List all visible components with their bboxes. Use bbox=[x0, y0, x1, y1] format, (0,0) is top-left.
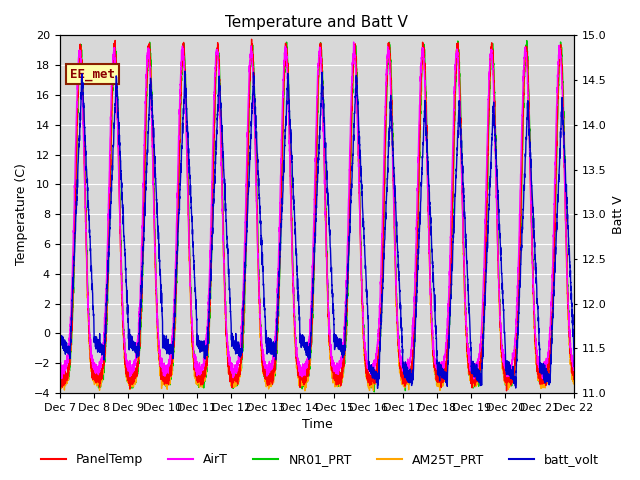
X-axis label: Time: Time bbox=[301, 419, 332, 432]
Title: Temperature and Batt V: Temperature and Batt V bbox=[225, 15, 408, 30]
Text: EE_met: EE_met bbox=[70, 68, 115, 81]
Legend: PanelTemp, AirT, NR01_PRT, AM25T_PRT, batt_volt: PanelTemp, AirT, NR01_PRT, AM25T_PRT, ba… bbox=[36, 448, 604, 471]
Y-axis label: Batt V: Batt V bbox=[612, 195, 625, 234]
Y-axis label: Temperature (C): Temperature (C) bbox=[15, 163, 28, 265]
